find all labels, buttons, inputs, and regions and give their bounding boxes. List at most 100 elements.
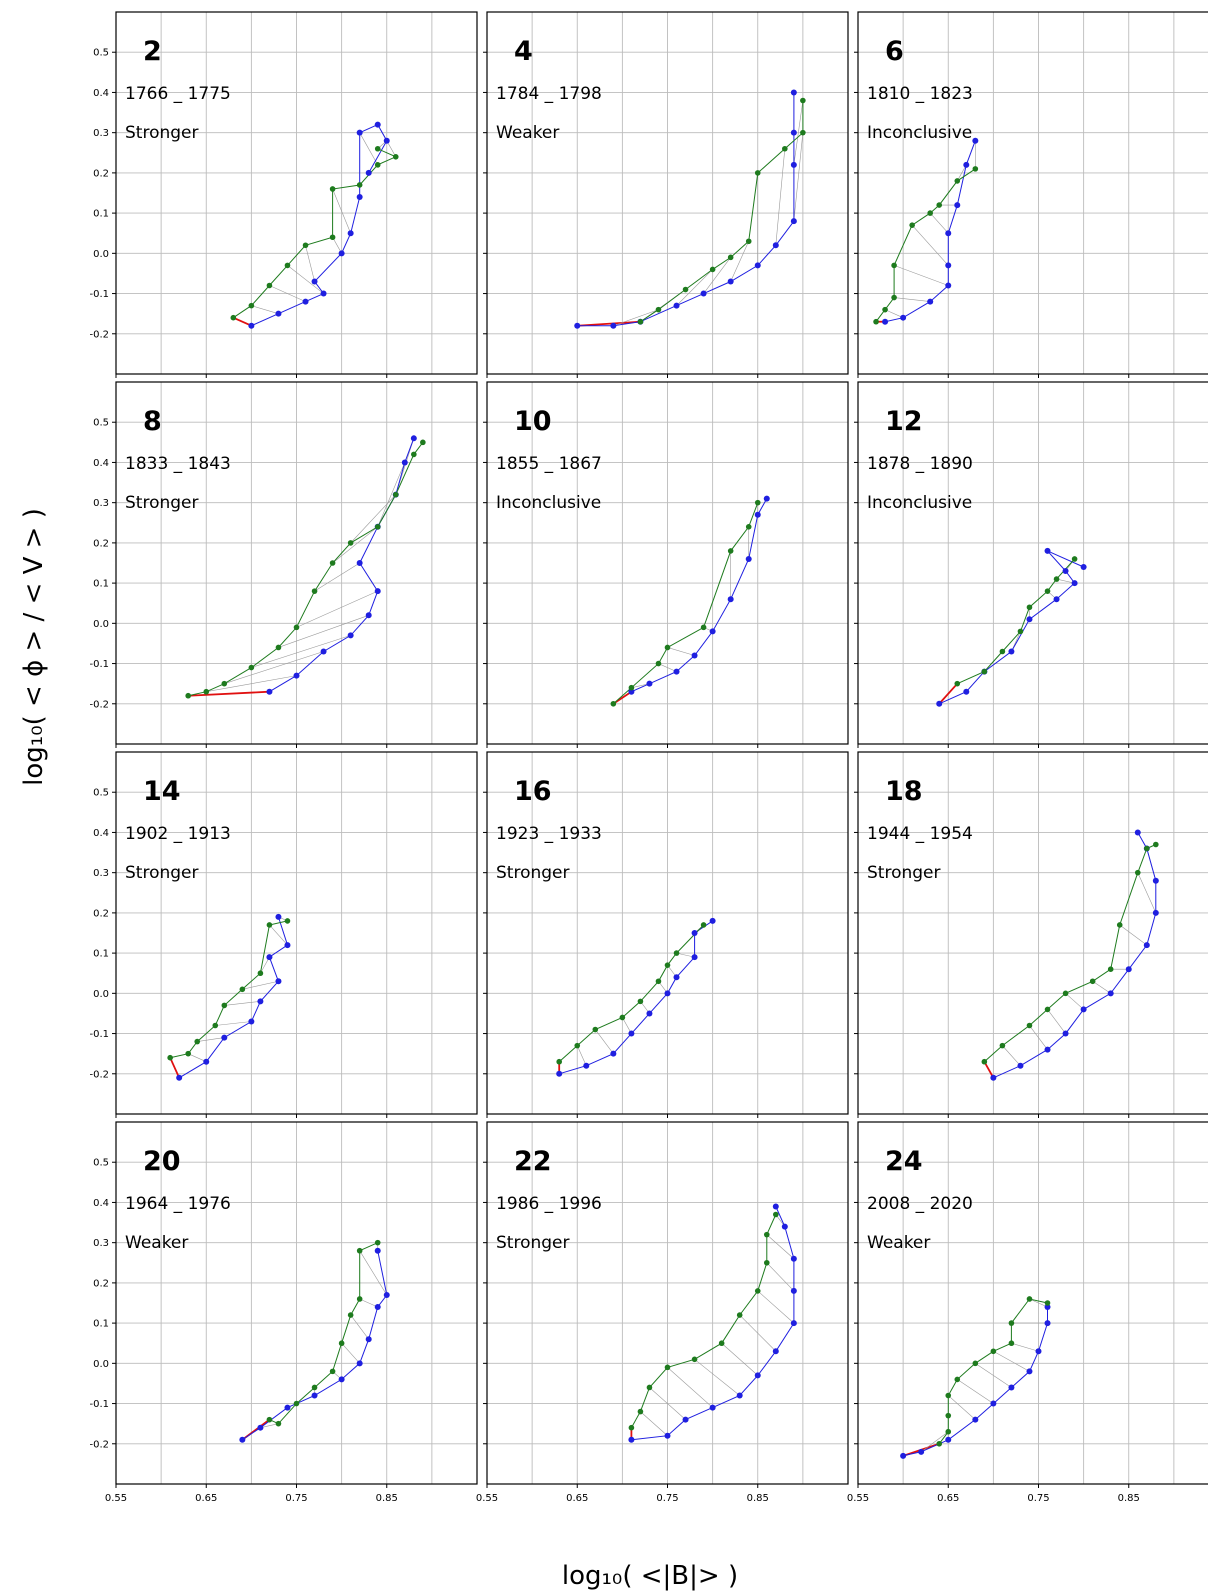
connector-line <box>197 1037 225 1042</box>
connector-line <box>576 1045 587 1066</box>
connector-line <box>251 305 279 314</box>
blue-point <box>754 1372 761 1379</box>
x-tick-label: 0.85 <box>747 1493 769 1504</box>
connector-line <box>359 1250 388 1296</box>
green-point <box>329 1368 336 1375</box>
panel-years: 2008 _ 2020 <box>867 1194 973 1214</box>
blue-point <box>1125 966 1132 973</box>
blue-point <box>320 648 327 655</box>
panel-cycle-number: 4 <box>514 36 533 67</box>
connector-line <box>287 265 324 294</box>
connector-line <box>793 132 804 222</box>
blue-point <box>1134 829 1141 836</box>
green-point <box>1017 628 1024 635</box>
green-point <box>392 154 399 160</box>
connector-line <box>667 1367 713 1408</box>
green-point <box>293 624 300 631</box>
x-tick-label: 0.85 <box>376 1493 398 1504</box>
green-point <box>981 668 988 675</box>
panel-result: Stronger <box>496 1233 570 1253</box>
green-point <box>655 306 662 313</box>
connector-line <box>766 1262 795 1292</box>
green-point <box>945 1392 952 1399</box>
blue-point <box>709 1404 716 1411</box>
panel-result: Inconclusive <box>867 493 972 513</box>
blue-point <box>284 942 291 949</box>
panel-years: 1784 _ 1798 <box>496 84 602 104</box>
green-point <box>745 524 752 530</box>
green-point <box>356 1296 363 1302</box>
blue-point <box>1053 596 1060 603</box>
connector-line <box>359 1298 378 1308</box>
connector-line <box>188 1053 207 1062</box>
connector-line <box>251 635 351 668</box>
green-point <box>754 1288 761 1294</box>
green-series-line <box>612 502 759 705</box>
connector-line <box>721 1342 758 1376</box>
blue-point <box>790 1320 797 1327</box>
green-point <box>257 970 264 977</box>
blue-point <box>1152 877 1159 884</box>
green-point <box>800 129 806 136</box>
connector-line <box>694 1359 740 1396</box>
blue-point <box>790 218 797 225</box>
y-tick-label: -0.2 <box>89 329 109 340</box>
connector-line <box>1029 1025 1048 1050</box>
blue-point <box>574 322 581 329</box>
green-point <box>727 254 734 261</box>
blue-point <box>954 202 961 209</box>
green-point <box>754 170 761 176</box>
panel-24: 0.55 0.65 0.75 0.85 24 2008 _ 2020 Weaker <box>847 1121 1208 1504</box>
blue-point <box>763 495 770 502</box>
connector-line <box>341 1343 360 1364</box>
blue-point <box>266 954 273 961</box>
blue-point <box>1080 564 1087 571</box>
blue-point <box>293 672 300 679</box>
panel-cycle-number: 16 <box>514 776 552 807</box>
panel-cycle-number: 2 <box>143 36 162 67</box>
blue-point <box>1044 1304 1051 1311</box>
blue-point <box>248 322 255 329</box>
blue-point <box>556 1070 563 1077</box>
panel-result: Stronger <box>496 863 570 883</box>
green-point <box>266 922 273 928</box>
blue-series-line <box>993 832 1157 1079</box>
connector-line <box>595 1029 614 1054</box>
y-tick-label: 0.3 <box>93 128 109 139</box>
green-point <box>709 266 716 273</box>
blue-point <box>628 688 635 695</box>
blue-point <box>628 1030 635 1037</box>
green-point <box>212 1022 219 1029</box>
green-point <box>773 1211 779 1218</box>
green-point <box>275 1420 282 1427</box>
green-point <box>592 1026 599 1033</box>
panel-14: -0.2 -0.1 0.0 0.1 0.2 0.3 0.4 0.5 14 1902 _ 1913 S… <box>89 751 478 1118</box>
blue-point <box>709 917 716 924</box>
y-tick-label: 0.0 <box>93 989 109 1000</box>
connector-line <box>1137 872 1157 914</box>
green-point <box>954 680 961 687</box>
green-point <box>248 302 255 309</box>
blue-point <box>936 700 943 707</box>
blue-point <box>1044 547 1051 554</box>
blue-point <box>383 1291 390 1298</box>
green-point <box>230 314 237 321</box>
blue-point <box>673 302 680 309</box>
y-tick-label: 0.2 <box>93 168 109 179</box>
connector-line <box>260 1423 279 1428</box>
blue-point <box>745 555 752 562</box>
connector-line <box>350 494 396 544</box>
blue-point <box>664 1432 671 1439</box>
blue-point <box>176 1074 183 1081</box>
blue-point <box>347 230 354 237</box>
green-point <box>1026 604 1033 611</box>
green-point <box>356 1247 363 1254</box>
blue-point <box>963 688 970 695</box>
blue-point <box>374 1304 381 1311</box>
connector-line <box>224 1001 261 1006</box>
y-axis-label: log₁₀( < ϕ > / < V > ) <box>19 508 49 786</box>
blue-point <box>754 511 761 518</box>
green-point <box>374 1239 381 1246</box>
y-tick-label: 0.0 <box>93 619 109 630</box>
blue-point <box>1044 1320 1051 1327</box>
